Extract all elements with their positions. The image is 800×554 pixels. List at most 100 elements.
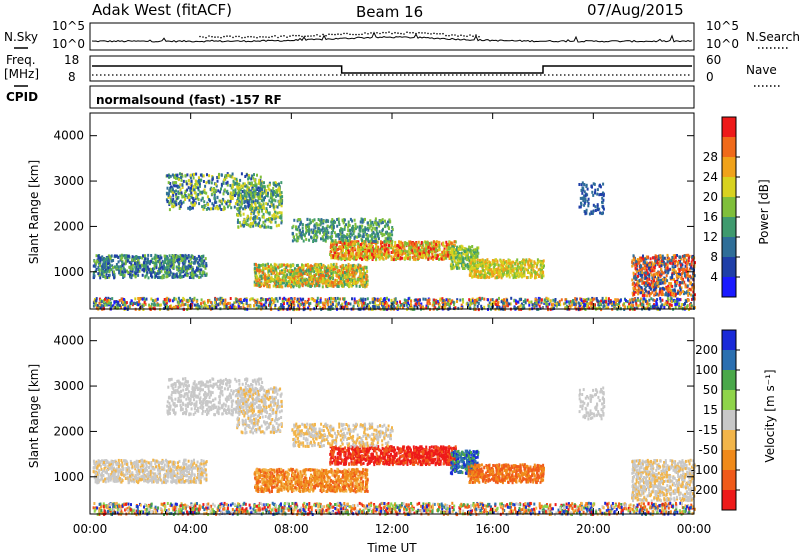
scatter-cell <box>169 259 172 262</box>
scatter-cell <box>292 224 295 228</box>
scatter-cell <box>342 267 345 271</box>
scatter-cell <box>258 210 261 214</box>
scatter-cell <box>198 258 201 262</box>
scatter-cell <box>199 268 202 272</box>
scatter-cell <box>339 265 342 269</box>
scatter-cell <box>357 251 360 255</box>
scatter-cell <box>349 232 352 236</box>
scatter-cell <box>334 278 337 282</box>
scatter-cell <box>197 188 200 192</box>
scatter-cell <box>491 271 493 275</box>
scatter-cell <box>349 258 351 261</box>
scatter-cell <box>151 270 154 273</box>
scatter-cell <box>261 271 264 275</box>
scatter-cell <box>229 194 232 198</box>
scatter-cell <box>173 275 176 279</box>
scatter-cell <box>261 191 264 195</box>
scatter-cell <box>309 284 312 288</box>
scatter-cell <box>196 182 199 186</box>
noise-search-point <box>223 35 225 38</box>
scatter-cell <box>234 188 237 192</box>
scatter-cell <box>343 227 346 231</box>
noise-search-point <box>199 35 201 38</box>
scatter-cell <box>231 172 234 176</box>
scatter-cell <box>340 257 343 261</box>
scatter-cell <box>449 246 452 250</box>
scatter-cell <box>168 254 171 258</box>
noise-search-point <box>205 36 207 39</box>
scatter-cell <box>541 276 544 280</box>
scatter-cell <box>284 284 287 287</box>
scatter-cell <box>198 184 201 188</box>
scatter-cell <box>183 256 186 260</box>
scatter-cell <box>251 196 254 200</box>
scatter-cell <box>167 192 170 196</box>
scatter-cell <box>293 276 296 280</box>
scatter-cell <box>331 218 334 221</box>
scatter-cell <box>345 242 348 246</box>
scatter-cell <box>514 262 517 265</box>
scatter-cell <box>199 173 202 177</box>
scatter-cell <box>511 273 514 277</box>
scatter-cell <box>206 195 209 199</box>
scatter-cell <box>150 272 153 276</box>
scatter-cell <box>378 224 381 228</box>
scatter-cell <box>365 266 368 270</box>
scatter-cell <box>276 285 279 288</box>
scatter-cell <box>190 201 193 205</box>
scatter-cell <box>316 223 319 227</box>
scatter-cell <box>280 216 283 220</box>
scatter-cell <box>278 186 281 190</box>
scatter-cell <box>236 220 239 224</box>
scatter-cell <box>363 271 366 275</box>
noise-search-point <box>313 35 315 37</box>
scatter-cell <box>355 282 357 286</box>
scatter-cell <box>330 256 333 260</box>
scatter-cell <box>176 267 179 271</box>
scatter-cell <box>381 247 383 251</box>
scatter-cell <box>341 257 344 260</box>
scatter-cell <box>306 263 309 266</box>
scatter-cell <box>175 256 178 260</box>
scatter-cell <box>258 178 261 182</box>
scatter-cell <box>186 173 189 177</box>
scatter-cell <box>348 232 351 236</box>
scatter-cell <box>291 280 293 284</box>
scatter-cell <box>584 194 587 198</box>
scatter-cell <box>427 243 430 247</box>
scatter-cell <box>280 199 283 203</box>
scatter-cell <box>199 192 202 196</box>
scatter-cell <box>462 263 465 267</box>
scatter-cell <box>224 174 227 178</box>
noise-search-point <box>355 33 357 36</box>
scatter-cell <box>193 255 196 259</box>
scatter-cell <box>169 199 172 203</box>
scatter-cell <box>326 279 329 283</box>
scatter-cell <box>374 217 377 221</box>
scatter-cell <box>396 250 399 254</box>
scatter-cell <box>397 254 400 258</box>
scatter-cell <box>260 181 263 185</box>
scatter-cell <box>250 183 253 187</box>
scatter-cell <box>351 233 354 237</box>
scatter-cell <box>257 277 260 281</box>
scatter-cell <box>243 201 246 204</box>
scatter-cell <box>190 179 193 183</box>
scatter-cell <box>309 221 312 225</box>
noise-search-point <box>301 35 303 38</box>
scatter-cell <box>428 254 431 258</box>
scatter-cell <box>349 265 352 269</box>
scatter-cell <box>495 276 498 280</box>
scatter-cell <box>201 205 204 209</box>
scatter-cell <box>439 253 441 257</box>
scatter-cell <box>254 271 257 275</box>
scatter-cell <box>403 244 405 248</box>
scatter-cell <box>262 272 265 276</box>
scatter-cell <box>177 264 180 268</box>
scatter-cell <box>365 250 368 254</box>
scatter-cell <box>237 196 239 200</box>
scatter-cell <box>270 203 273 207</box>
scatter-cell <box>128 260 131 264</box>
scatter-cell <box>246 214 249 218</box>
scatter-cell <box>259 191 262 195</box>
